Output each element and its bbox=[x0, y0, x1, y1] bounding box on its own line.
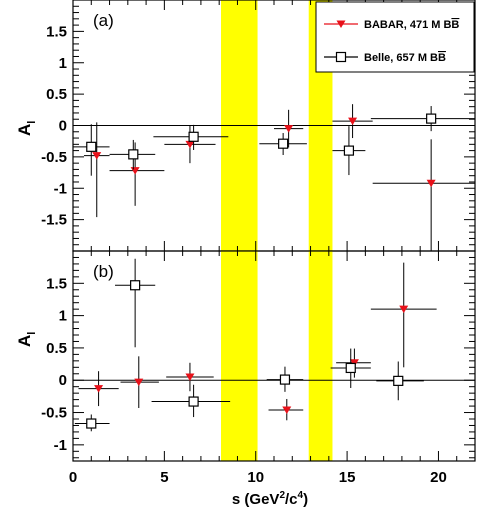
legend-box bbox=[315, 1, 475, 73]
legend: BABAR, 471 M BB Belle, 657 M BB bbox=[315, 1, 475, 73]
belle-data-point bbox=[279, 374, 291, 385]
x-tick-label: 0 bbox=[69, 469, 77, 486]
x-tick-label: 10 bbox=[247, 469, 264, 486]
y-tick-label: 0 bbox=[59, 372, 67, 389]
belle-data-point bbox=[278, 138, 289, 149]
vetoed-band-1 bbox=[221, 251, 258, 461]
y-tick-label: 0 bbox=[59, 118, 67, 135]
y-tick-label: 1.5 bbox=[46, 275, 67, 292]
y-tick-label: -1 bbox=[54, 437, 67, 454]
panel-a: 1.5 1 0.5 0 -0.5 -1 -1.5 (a) Al BABAR, 471 M B… bbox=[15, 0, 476, 252]
x-axis-label: s (GeV2/c4) bbox=[232, 490, 308, 508]
x-tick-label: 5 bbox=[160, 469, 168, 486]
y-tick-label: -1.5 bbox=[41, 212, 67, 229]
y-axis-label-b: Al bbox=[15, 332, 38, 347]
x-axis-ticks-b bbox=[72, 251, 476, 461]
panel-tag-a: (a) bbox=[93, 11, 114, 30]
y-tick-label: 0.5 bbox=[46, 86, 67, 103]
belle-data-point bbox=[343, 145, 355, 156]
y-tick-label: 1 bbox=[59, 55, 67, 72]
legend-marker-belle bbox=[335, 51, 347, 63]
belle-data-point bbox=[393, 375, 404, 386]
belle-data-point bbox=[345, 362, 356, 374]
x-tick-label: 15 bbox=[339, 469, 356, 486]
belle-data-point bbox=[426, 113, 437, 124]
babar-data-point bbox=[134, 378, 144, 387]
y-tick-label: -0.5 bbox=[41, 405, 67, 422]
babar-data-point bbox=[92, 152, 102, 160]
y-tick-label: -1 bbox=[54, 180, 67, 197]
y-tick-label: 0.5 bbox=[46, 340, 67, 357]
legend-label-babar: BABAR, 471 M BB bbox=[364, 19, 459, 31]
x-tick-label: 20 bbox=[430, 469, 447, 486]
babar-data-point bbox=[399, 305, 409, 314]
panel-b: 1.5 1 0.5 0 -0.5 -1 (b) Al bbox=[15, 250, 476, 462]
panel-tag-b: (b) bbox=[93, 262, 114, 281]
y-tick-label: 1 bbox=[59, 308, 67, 325]
belle-data-point bbox=[188, 396, 199, 407]
legend-label-belle: Belle, 657 M BB bbox=[364, 52, 446, 64]
x-axis-tick-labels: 0 5 10 15 20 bbox=[69, 469, 447, 486]
babar-data-point bbox=[185, 140, 195, 149]
belle-data-point bbox=[86, 141, 97, 152]
babar-data-point bbox=[282, 406, 292, 414]
babar-data-point bbox=[348, 117, 358, 126]
y-tick-label: 1.5 bbox=[46, 23, 67, 40]
vetoed-band-2 bbox=[308, 251, 333, 461]
data-points-a bbox=[73, 104, 475, 251]
belle-data-point bbox=[188, 131, 199, 142]
data-points-b bbox=[74, 258, 437, 432]
babar-data-point bbox=[94, 385, 104, 393]
belle-data-point bbox=[86, 418, 97, 429]
y-tick-label: -0.5 bbox=[41, 149, 67, 166]
y-axis-label-a: Al bbox=[15, 121, 38, 136]
legend-marker-babar bbox=[336, 20, 346, 28]
vetoed-regions-b bbox=[221, 251, 333, 461]
babar-data-point bbox=[426, 179, 436, 188]
belle-data-point bbox=[128, 149, 139, 160]
y-axis-ticks-b: 1.5 1 0.5 0 -0.5 -1 bbox=[41, 256, 475, 459]
babar-data-point bbox=[284, 125, 294, 133]
belle-data-point bbox=[130, 280, 141, 291]
babar-data-point bbox=[185, 373, 195, 381]
